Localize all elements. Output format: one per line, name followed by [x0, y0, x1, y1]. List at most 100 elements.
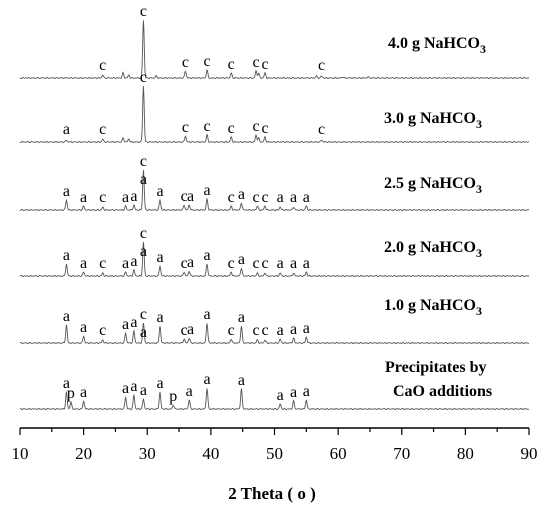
x-tick-label: 90: [521, 444, 538, 463]
peak-label: c: [181, 188, 188, 205]
peak-label: c: [261, 120, 268, 137]
peak-label: c: [261, 322, 268, 339]
peak-label: a: [122, 189, 129, 206]
peak-label: a: [140, 382, 147, 399]
peak-label: a: [130, 378, 137, 395]
sample-label-5-line2: CaO additions: [393, 383, 492, 400]
peak-label: c: [318, 121, 325, 138]
peak-label: a: [63, 247, 70, 264]
peak-label: a: [156, 249, 163, 266]
peak-label: a: [140, 324, 147, 341]
x-tick-label: 80: [457, 444, 474, 463]
sample-label-5: Precipitates by: [385, 359, 486, 376]
x-tick-label: 70: [393, 444, 410, 463]
peak-label: c: [204, 118, 211, 135]
peak-label: c: [252, 322, 259, 339]
peak-label: c: [252, 189, 259, 206]
peak-label: a: [156, 375, 163, 392]
x-axis-title-text: 2 Theta ( o ): [228, 484, 316, 503]
peak-label: a: [277, 255, 284, 272]
peak-label: a: [140, 243, 147, 260]
peak-label: c: [99, 57, 106, 74]
peak-label: a: [238, 251, 245, 268]
peak-label: c: [140, 225, 147, 242]
sample-label-1: 3.0 g NaHCO3: [384, 110, 482, 131]
peak-label: a: [80, 384, 87, 401]
peak-label: a: [80, 189, 87, 206]
x-tick-label: 10: [12, 444, 29, 463]
peak-label: a: [290, 189, 297, 206]
x-tick-label: 60: [330, 444, 347, 463]
peak-label: c: [252, 118, 259, 135]
peak-label: c: [99, 322, 106, 339]
peak-label: c: [140, 69, 147, 86]
peak-label: c: [228, 120, 235, 137]
diffraction-traces: [19, 20, 530, 411]
peak-label: a: [156, 309, 163, 326]
peak-label: a: [130, 314, 137, 331]
peak-label: c: [99, 255, 106, 272]
peak-label: c: [252, 255, 259, 272]
peak-label: c: [252, 54, 259, 71]
peak-label: a: [63, 183, 70, 200]
peak-label: c: [228, 322, 235, 339]
peak-label: c: [182, 119, 189, 136]
peak-label: a: [80, 319, 87, 336]
peak-label: c: [181, 322, 188, 339]
peak-label: a: [204, 306, 211, 323]
peak-label: c: [181, 255, 188, 272]
peak-label: a: [130, 253, 137, 270]
sample-labels: 4.0 g NaHCO3 3.0 g NaHCO3 2.5 g NaHCO3 2.0 …: [384, 35, 492, 400]
peak-label: a: [156, 183, 163, 200]
peak-label: c: [204, 53, 211, 70]
x-tick-label: 40: [202, 444, 219, 463]
peak-label: a: [204, 371, 211, 388]
peak-label: a: [186, 383, 193, 400]
peak-label: a: [238, 372, 245, 389]
peak-label: a: [187, 188, 194, 205]
peak-label: c: [261, 56, 268, 73]
peak-label: a: [238, 186, 245, 203]
peak-label: a: [303, 255, 310, 272]
peak-label: c: [318, 57, 325, 74]
peak-label: a: [238, 309, 245, 326]
peak-label: c: [228, 255, 235, 272]
trace-1: [19, 86, 530, 144]
sample-label-4: 1.0 g NaHCO3: [384, 297, 482, 318]
x-tick-label: 20: [75, 444, 92, 463]
peak-label: c: [261, 255, 268, 272]
peak-label: a: [63, 375, 70, 392]
peak-label: c: [182, 54, 189, 71]
peak-label: a: [277, 387, 284, 404]
peak-label: a: [122, 316, 129, 333]
peak-label: c: [99, 189, 106, 206]
peak-label: a: [277, 189, 284, 206]
peak-label: a: [290, 384, 297, 401]
sample-label-0: 4.0 g NaHCO3: [388, 35, 486, 56]
sample-label-3: 2.0 g NaHCO3: [384, 239, 482, 260]
sample-label-2: 2.5 g NaHCO3: [384, 175, 482, 196]
trace-4: [19, 322, 530, 345]
peak-label: c: [140, 3, 147, 20]
trace-5: [20, 388, 530, 411]
x-tick-label: 50: [266, 444, 283, 463]
peak-label: a: [187, 321, 194, 338]
peak-label: a: [122, 380, 129, 397]
peak-label: a: [204, 182, 211, 199]
peak-label: a: [303, 383, 310, 400]
peak-label: c: [99, 121, 106, 138]
trace-0: [19, 20, 530, 80]
peak-label: a: [277, 322, 284, 339]
trace-3: [19, 241, 530, 278]
peak-label: a: [290, 321, 297, 338]
peak-label: a: [140, 171, 147, 188]
peak-label: c: [228, 189, 235, 206]
peak-label: a: [63, 121, 70, 138]
peak-label: c: [261, 189, 268, 206]
peak-label: a: [130, 188, 137, 205]
x-axis: 10 20 30 40 50 60 70 80 90: [12, 427, 538, 463]
peak-label: a: [303, 320, 310, 337]
peak-label: a: [63, 308, 70, 325]
